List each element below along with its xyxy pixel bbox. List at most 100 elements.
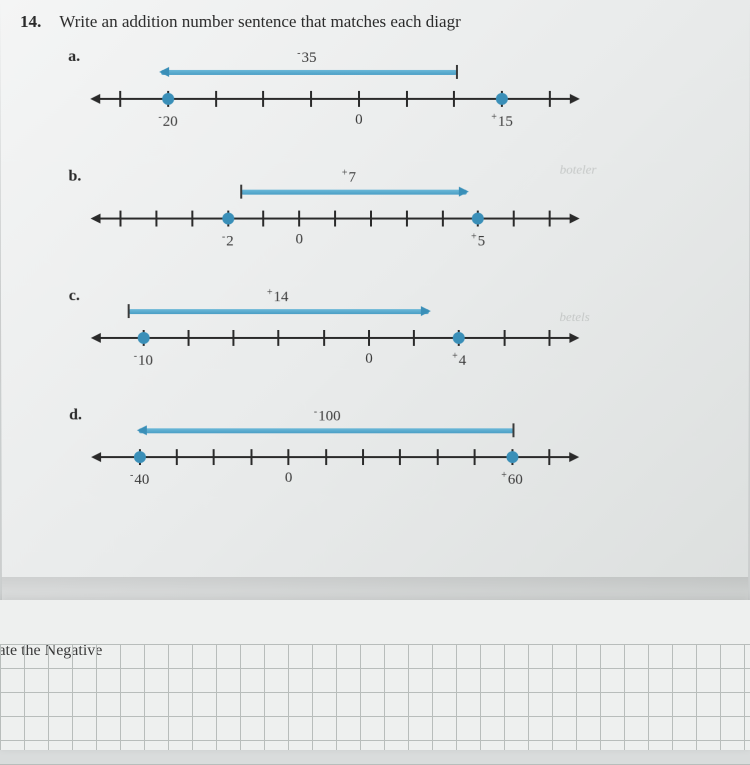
jump-origin-tick bbox=[128, 304, 130, 318]
tick-mark bbox=[334, 211, 336, 227]
tick-mark bbox=[362, 449, 364, 465]
tick-mark bbox=[213, 449, 215, 465]
grid-line bbox=[552, 644, 553, 750]
grid-line bbox=[168, 644, 169, 750]
jump-label: -100 bbox=[314, 406, 341, 425]
number-line: +14-100+4 bbox=[101, 287, 570, 376]
tick-mark bbox=[549, 211, 551, 227]
axis-label: +60 bbox=[501, 470, 523, 489]
tick-mark bbox=[323, 330, 325, 346]
jump-bar bbox=[138, 428, 513, 433]
tick-mark bbox=[441, 211, 443, 227]
point-dot bbox=[222, 213, 234, 225]
question-number: 14. bbox=[20, 12, 41, 32]
grid-line bbox=[0, 692, 750, 693]
tick-mark bbox=[191, 211, 193, 227]
tick-mark bbox=[262, 91, 264, 107]
point-dot bbox=[453, 332, 465, 344]
axis-label: -10 bbox=[134, 351, 153, 370]
grid-line bbox=[744, 644, 745, 750]
tick-mark bbox=[406, 211, 408, 227]
tick-mark bbox=[176, 449, 178, 465]
point-dot bbox=[134, 451, 146, 463]
point-dot bbox=[162, 93, 174, 105]
grid-line bbox=[600, 644, 601, 750]
tick-mark bbox=[474, 449, 476, 465]
grid-paper: tuate the Negative bbox=[0, 600, 750, 750]
problem-d: d.-100-400+60 bbox=[73, 406, 671, 495]
jump-origin-tick bbox=[456, 65, 458, 79]
tick-mark bbox=[503, 330, 505, 346]
part-label: b. bbox=[68, 168, 81, 186]
jump-origin-tick bbox=[512, 423, 514, 437]
tick-mark bbox=[288, 449, 290, 465]
grid-line bbox=[432, 644, 433, 750]
tick-mark bbox=[399, 449, 401, 465]
grid-line bbox=[264, 644, 265, 750]
grid-line bbox=[0, 644, 1, 750]
grid-line bbox=[528, 644, 529, 750]
number-line: -35-200+15 bbox=[100, 48, 570, 138]
jump-label: -35 bbox=[297, 48, 316, 67]
grid-line bbox=[0, 716, 750, 717]
tick-mark bbox=[437, 449, 439, 465]
question-line: 14. Write an addition number sentence th… bbox=[20, 12, 730, 32]
part-label: d. bbox=[69, 406, 82, 424]
axis-label: +5 bbox=[471, 231, 485, 250]
number-line: +7-20+5 bbox=[100, 168, 569, 258]
tick-mark bbox=[406, 91, 408, 107]
grid-line bbox=[48, 644, 49, 750]
grid-line bbox=[384, 644, 385, 750]
point-dot bbox=[496, 93, 508, 105]
tick-mark bbox=[233, 330, 235, 346]
axis-label: +15 bbox=[491, 112, 513, 131]
tick-mark bbox=[549, 91, 551, 107]
tick-mark bbox=[119, 211, 121, 227]
tick-mark bbox=[453, 91, 455, 107]
tick-mark bbox=[368, 330, 370, 346]
axis-label: -40 bbox=[130, 470, 149, 489]
axis-label: 0 bbox=[285, 470, 292, 487]
problems-container: a.-35-200+15b.+7-20+5c.+14-100+4d.-100-4… bbox=[72, 48, 672, 526]
axis-label: 0 bbox=[355, 112, 362, 129]
axis-label: 0 bbox=[296, 231, 303, 248]
grid-line bbox=[576, 644, 577, 750]
worksheet-page: 14. Write an addition number sentence th… bbox=[0, 0, 750, 617]
grid-line bbox=[504, 644, 505, 750]
number-line: -100 -40 0 +60 bbox=[101, 406, 569, 495]
tick-mark bbox=[250, 449, 252, 465]
jump-arrow-icon bbox=[136, 425, 146, 435]
grid-line bbox=[696, 644, 697, 750]
jump-bar bbox=[241, 190, 466, 195]
grid-line bbox=[456, 644, 457, 750]
grid-line bbox=[72, 644, 73, 750]
jump-label: +14 bbox=[267, 287, 289, 306]
bleed-text: betels bbox=[559, 309, 589, 325]
grid-line bbox=[24, 644, 25, 750]
grid-line bbox=[216, 644, 217, 750]
grid-line bbox=[120, 644, 121, 750]
bleed-text: boteler bbox=[560, 162, 597, 178]
grid-line bbox=[312, 644, 313, 750]
grid-line bbox=[624, 644, 625, 750]
problem-c: c.+14-100+4 bbox=[73, 287, 671, 376]
axis-label: 0 bbox=[365, 351, 372, 368]
tick-mark bbox=[119, 91, 121, 107]
point-dot bbox=[137, 332, 149, 344]
tick-mark bbox=[215, 91, 217, 107]
axis-line bbox=[101, 456, 569, 458]
jump-bar bbox=[129, 309, 429, 314]
tick-mark bbox=[155, 211, 157, 227]
grid-line bbox=[720, 644, 721, 750]
axis-label: -2 bbox=[222, 231, 234, 250]
grid-line bbox=[480, 644, 481, 750]
question-text: Write an addition number sentence that m… bbox=[59, 12, 460, 31]
jump-origin-tick bbox=[240, 185, 242, 199]
tick-mark bbox=[325, 449, 327, 465]
grid-line bbox=[0, 644, 750, 645]
tick-mark bbox=[263, 211, 265, 227]
tick-mark bbox=[278, 330, 280, 346]
grid-line bbox=[408, 644, 409, 750]
grid-line bbox=[240, 644, 241, 750]
tick-mark bbox=[513, 211, 515, 227]
